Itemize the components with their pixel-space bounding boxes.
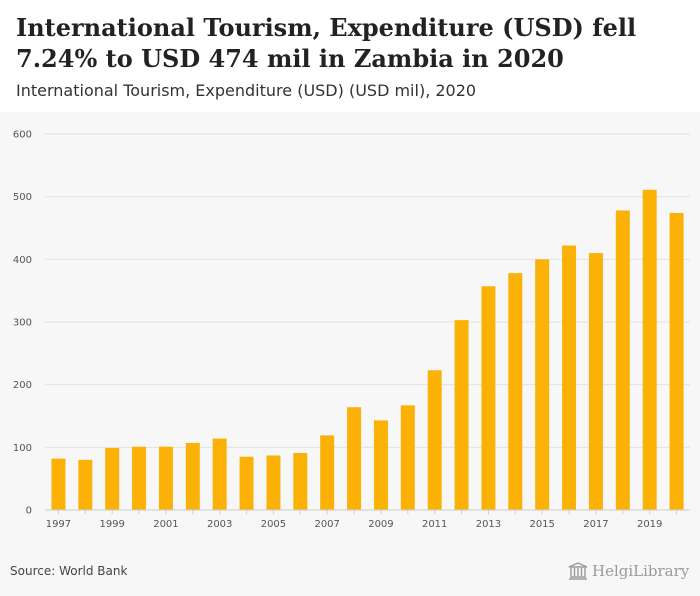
bar-2016 (562, 245, 577, 510)
axes: 0 100 200 300 400 500 600 1997 1999 2001 2003 2005 2… (13, 130, 690, 530)
x-tick-label: 2019 (637, 519, 662, 530)
x-tick-label: 2005 (261, 519, 286, 530)
bar-2003 (212, 438, 227, 510)
x-tick-label: 2011 (422, 519, 447, 530)
x-tick-label: 1997 (46, 519, 71, 530)
x-tick-label: 1999 (99, 519, 124, 530)
y-tick-label: 300 (13, 318, 32, 329)
y-tick-label: 500 (13, 192, 32, 203)
x-tick-label: 2017 (583, 519, 608, 530)
bar-2014 (508, 273, 523, 510)
bar-1999 (105, 447, 120, 510)
chart-header: International Tourism, Expenditure (USD)… (0, 0, 700, 112)
bar-1997 (51, 458, 66, 510)
bar-2008 (347, 407, 362, 510)
bar-chart: 0 100 200 300 400 500 600 1997 1999 2001 2003 2005 2… (13, 130, 690, 530)
x-tick-label: 2015 (529, 519, 554, 530)
y-tick-label: 100 (13, 443, 32, 454)
chart-panel (0, 112, 700, 596)
bar-2015 (535, 259, 550, 510)
bar-2004 (239, 456, 254, 510)
bar-2019 (642, 189, 657, 511)
brand-logo: HelgiLibrary (568, 561, 689, 581)
x-tick-label: 2013 (476, 519, 501, 530)
source-note: Source: World Bank (10, 564, 128, 578)
bar-2012 (454, 320, 469, 510)
y-tick-label: 0 (26, 506, 32, 517)
bar-2010 (400, 405, 415, 510)
bar-1998 (78, 459, 93, 510)
bars (51, 189, 684, 511)
bar-2018 (615, 210, 630, 510)
x-tick-label: 2003 (207, 519, 232, 530)
bar-2006 (293, 452, 308, 510)
bar-2001 (158, 446, 173, 510)
chart-title: International Tourism, Expenditure (USD)… (16, 13, 637, 73)
x-tick-label: 2007 (314, 519, 339, 530)
chart-subtitle: International Tourism, Expenditure (USD)… (16, 81, 477, 100)
y-tick-label: 600 (13, 130, 32, 141)
bar-2005 (266, 455, 281, 510)
brand-name: HelgiLibrary (592, 562, 690, 580)
bar-2002 (185, 442, 200, 510)
bar-2000 (132, 446, 147, 510)
x-tick-label: 2001 (153, 519, 178, 530)
bar-2020 (669, 212, 684, 510)
bar-2009 (373, 420, 388, 510)
y-tick-label: 200 (13, 380, 32, 391)
x-tick-label: 2009 (368, 519, 393, 530)
bar-2017 (588, 253, 603, 511)
library-building-icon (568, 562, 588, 580)
bar-2013 (481, 286, 496, 510)
gridlines (45, 133, 690, 448)
y-tick-label: 400 (13, 255, 32, 266)
bar-2011 (427, 370, 442, 510)
bar-2007 (320, 435, 335, 510)
